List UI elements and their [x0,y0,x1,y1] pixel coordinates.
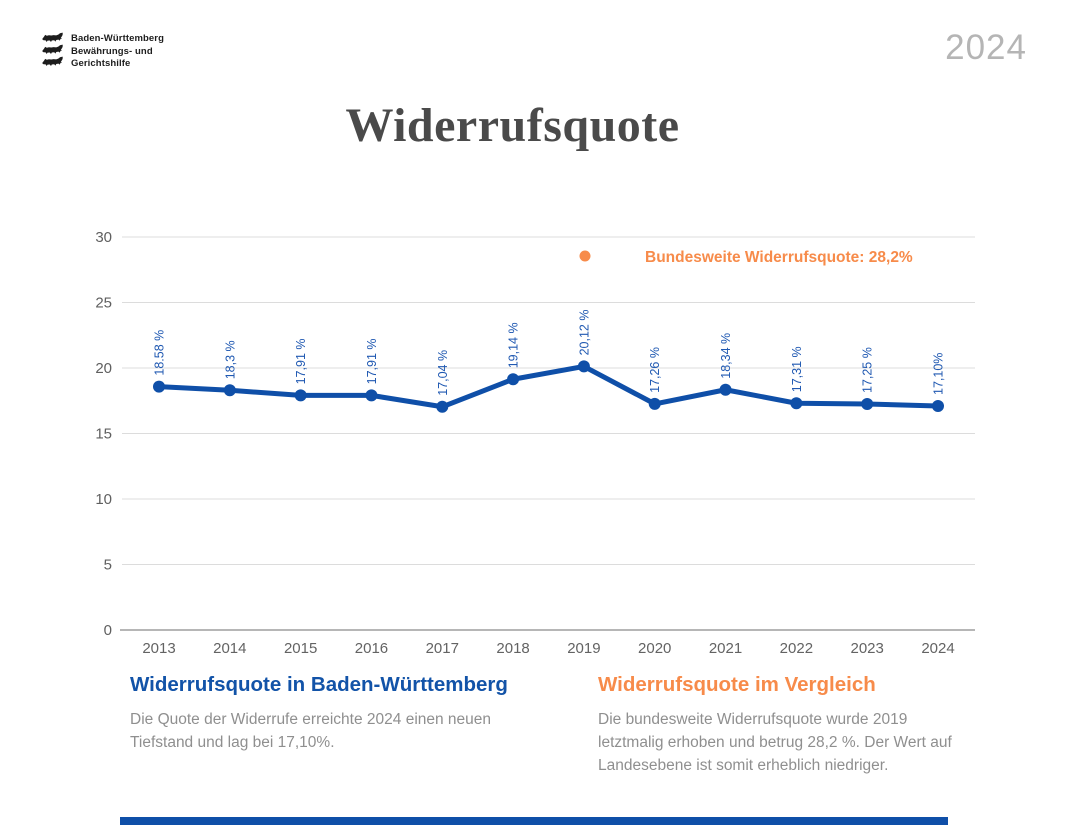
org-logo: Baden-Württemberg Bewährungs- und Gerich… [40,31,164,71]
data-point [294,389,307,402]
year-badge: 2024 [945,28,1027,67]
x-axis-tick-label: 2013 [142,640,175,657]
data-point-label: 20,12 % [577,310,591,356]
data-point-label: 18,3 % [223,340,237,379]
accent-bar [120,817,948,825]
data-point-label: 17,04 % [436,350,450,396]
data-point [153,380,165,393]
page-title: Widerrufsquote [345,99,680,152]
data-point-label: 18,34 % [719,333,733,379]
widerrufsquote-chart-svg: 0 5 10 15 20 25 30 2013 2014 2015 2016 2017 2018 2019… [95,229,975,657]
x-axis-tick-label: 2023 [850,640,883,657]
y-axis-tick-label: 10 [95,491,112,508]
section-body-vergleich: Die bundesweite Widerrufsquote wurde 201… [598,711,952,774]
org-logo-text: Baden-Württemberg Bewährungs- und Gerich… [71,33,165,69]
section-baden-wuerttemberg: Widerrufsquote in Baden-Württemberg Die … [130,673,570,777]
x-axis-tick-label: 2014 [213,640,246,657]
data-point-label: 17,91 % [365,339,379,385]
data-point-label: 17,25 % [861,347,875,393]
legend-dot [579,250,591,262]
x-axis-tick-label: 2016 [355,640,388,657]
data-point [436,400,449,413]
y-axis-tick-label: 20 [95,360,112,377]
y-axis-tick-label: 0 [104,622,112,639]
x-axis-tick-label: 2015 [284,640,317,657]
y-axis-tick-label: 25 [95,295,112,312]
x-axis-tick-label: 2022 [780,640,813,657]
x-axis-tick-label: 2021 [709,640,742,657]
data-point-label: 17,26 % [648,347,662,393]
x-axis-tick-label: 2017 [426,640,459,657]
data-point [365,389,378,402]
section-body-bw: Die Quote der Widerrufe erreichte 2024 e… [130,711,492,751]
data-point-label: 17,10% [932,353,946,395]
x-axis-tick-label: 2020 [638,640,671,657]
data-point-label: 18.58 % [153,330,167,376]
data-point [223,384,236,397]
data-point-label: 17,31 % [790,346,804,392]
y-axis-tick-label: 5 [104,557,112,574]
data-point-label: 17,91 % [294,339,308,385]
text-sections: Widerrufsquote in Baden-Württemberg Die … [130,673,1006,777]
y-axis-tick-label: 30 [95,229,112,246]
three-lions-icon [42,32,63,66]
x-axis-tick-label: 2019 [567,640,600,657]
x-axis-tick-label: 2018 [496,640,529,657]
section-heading-bw: Widerrufsquote in Baden-Württemberg [130,673,508,696]
legend-label: Bundesweite Widerrufsquote: 28,2% [645,249,913,266]
trend-line [156,363,941,410]
data-point [861,398,874,411]
data-point [507,373,520,386]
line-chart: 0 5 10 15 20 25 30 2013 2014 2015 2016 2017 2018 2019… [0,215,1065,675]
data-point [719,383,732,396]
data-point-label: 19,14 % [507,322,521,368]
data-point [577,360,590,373]
data-point [790,397,803,410]
section-vergleich: Widerrufsquote im Vergleich Die bundeswe… [598,673,1006,777]
section-heading-vergleich: Widerrufsquote im Vergleich [598,673,876,696]
x-axis-tick-label: 2024 [921,640,954,657]
y-axis-tick-label: 15 [95,426,112,443]
data-point [932,399,944,412]
data-point [648,397,661,410]
